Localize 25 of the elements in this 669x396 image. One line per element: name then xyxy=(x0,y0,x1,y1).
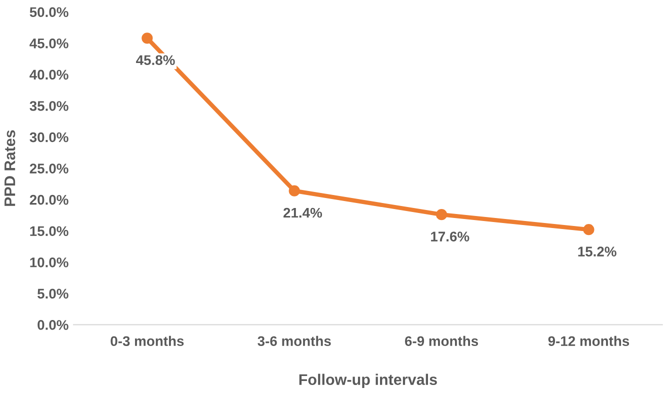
y-tick-label: 40.0% xyxy=(30,70,68,80)
point xyxy=(436,209,448,220)
point xyxy=(288,185,300,196)
data-label: 45.8% xyxy=(136,55,175,66)
data-label: 21.4% xyxy=(283,208,322,218)
y-tick-label: 35.0% xyxy=(30,101,68,111)
data-label: 15.2% xyxy=(578,246,616,256)
y-tick-label: 25.0% xyxy=(30,164,68,174)
y-tick-label: 50.0% xyxy=(30,7,68,18)
y-axis-title: PPD Rates xyxy=(4,130,16,206)
x-tick-label: 6-9 months xyxy=(405,336,478,346)
data-label: 17.6% xyxy=(431,232,470,242)
y-tick-label: 30.0% xyxy=(30,132,68,142)
y-tick-label: 15.0% xyxy=(30,226,68,236)
x-tick-label: 9-12 months xyxy=(548,336,630,346)
point xyxy=(583,224,594,236)
y-tick-label: 20.0% xyxy=(30,194,68,205)
x-tick-label: 0-3 months xyxy=(110,336,184,346)
y-tick-label: 5.0% xyxy=(38,288,68,299)
x-axis-title: Follow-up intervals xyxy=(299,374,437,388)
y-tick-label: 45.0% xyxy=(30,38,68,48)
x-tick-label: 3-6 months xyxy=(258,336,331,346)
point xyxy=(142,32,153,44)
y-tick-label: 10.0% xyxy=(30,257,68,268)
y-tick-label: 0.0% xyxy=(38,320,68,330)
